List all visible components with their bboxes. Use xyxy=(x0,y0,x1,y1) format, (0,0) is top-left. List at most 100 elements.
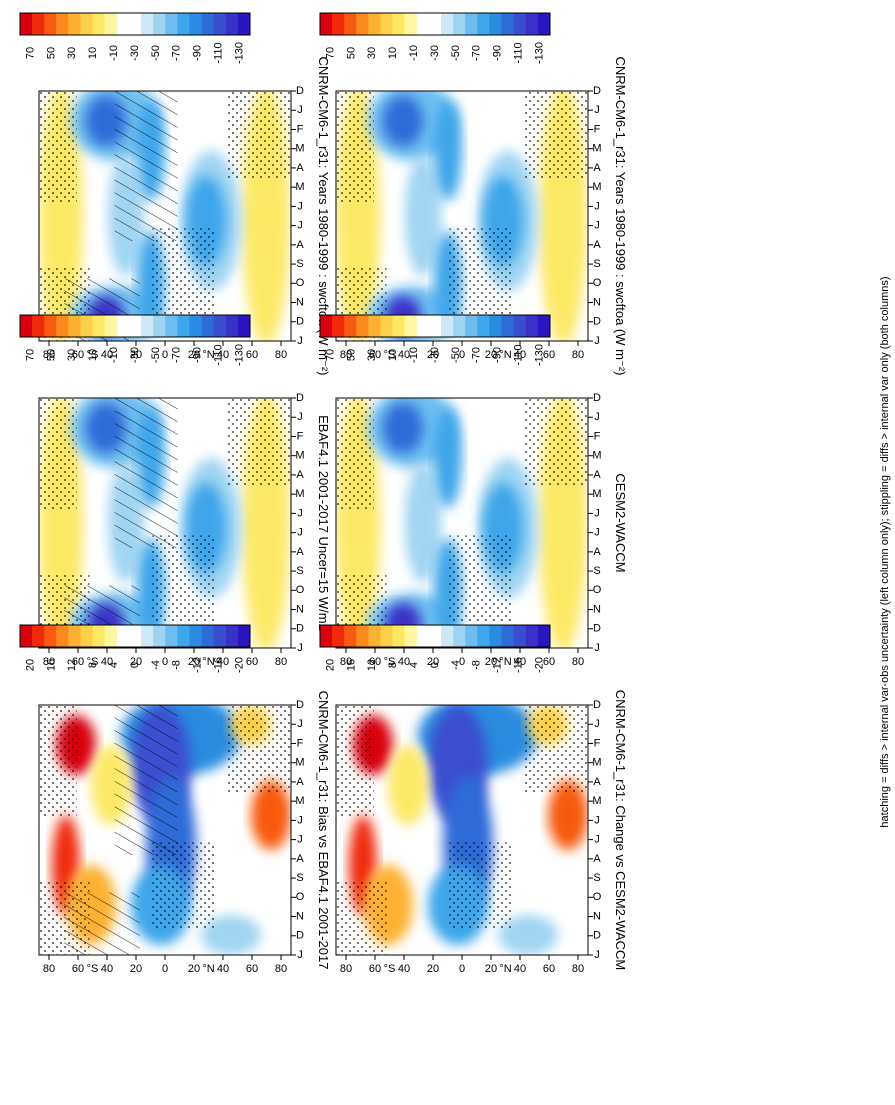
month-tick-label: M xyxy=(295,450,304,462)
month-tick-label: J xyxy=(297,220,303,232)
month-tick-label: N xyxy=(593,296,601,308)
lat-tick-label: 20 xyxy=(427,656,439,668)
colorbar-swatch xyxy=(428,13,442,35)
month-tick-label: J xyxy=(594,220,600,232)
month-tick-label: A xyxy=(593,776,601,788)
field-blob xyxy=(251,780,291,850)
month-tick-label: S xyxy=(593,872,600,884)
lat-tick-label: 40 xyxy=(217,349,229,361)
colorbar-swatch xyxy=(489,625,503,647)
colorbar-swatch xyxy=(165,13,178,35)
colorbar-swatch xyxy=(380,315,394,337)
colorbar-swatch xyxy=(404,13,418,35)
month-tick-label: D xyxy=(593,85,601,97)
lat-tick-label: 20 xyxy=(188,963,200,975)
lat-tick-label: 20 xyxy=(188,349,200,361)
stippling xyxy=(449,535,513,623)
colorbar-swatch xyxy=(237,625,251,647)
colorbar-swatch xyxy=(177,13,190,35)
field-cesm xyxy=(336,398,588,648)
colorbar-swatch xyxy=(153,625,166,647)
month-tick-label: N xyxy=(593,603,601,615)
colorbar-label: -130 xyxy=(533,42,545,64)
colorbar-label: -16 xyxy=(213,657,225,673)
colorbar-swatch xyxy=(537,13,551,35)
lat-unit-n: °N xyxy=(499,656,511,668)
month-tick-label: J xyxy=(297,642,303,654)
colorbar-label: 10 xyxy=(387,47,399,59)
colorbar-label: 20 xyxy=(324,659,336,671)
colorbar-swatch xyxy=(368,13,382,35)
colorbar-swatch xyxy=(44,625,57,647)
colorbar-swatch xyxy=(92,625,106,647)
colorbar-label: -30 xyxy=(429,347,441,363)
month-tick-label: M xyxy=(295,795,304,807)
stippling xyxy=(152,535,216,623)
lat-tick-label: 80 xyxy=(275,349,287,361)
stippling xyxy=(336,705,374,818)
colorbar-swatch xyxy=(453,625,466,647)
colorbar-frame xyxy=(19,624,251,648)
colorbar-label: -8 xyxy=(471,660,483,670)
colorbar-label: -20 xyxy=(533,657,545,673)
colorbar-swatch xyxy=(141,625,154,647)
colorbar-label: -70 xyxy=(171,45,183,61)
colorbar-swatch xyxy=(332,13,345,35)
panel-title: CNRM-CM6-1_r31: Change vs CESM2-WACCM xyxy=(613,690,628,971)
colorbar-swatch xyxy=(416,13,430,35)
colorbar-swatch xyxy=(68,625,82,647)
colorbar-swatch xyxy=(32,315,45,337)
month-tick-label: J xyxy=(297,814,303,826)
lat-tick-label: 40 xyxy=(217,656,229,668)
colorbar-label: 10 xyxy=(87,47,99,59)
colorbar-label: -90 xyxy=(492,347,504,363)
colorbar-label: -70 xyxy=(471,45,483,61)
lat-tick-label: 20 xyxy=(485,349,497,361)
lat-tick-label: 40 xyxy=(398,963,410,975)
colorbar-label: -110 xyxy=(513,344,525,365)
hatching xyxy=(114,398,178,548)
colorbar-swatch xyxy=(104,315,118,337)
lat-tick-label: 40 xyxy=(217,963,229,975)
month-tick-label: F xyxy=(594,123,601,135)
colorbar-swatch xyxy=(428,315,442,337)
colorbar-label: -50 xyxy=(150,347,162,363)
colorbar-swatch xyxy=(165,625,178,647)
colorbar-swatch xyxy=(453,315,466,337)
lat-tick-label: 40 xyxy=(514,656,526,668)
lat-unit-s: °S xyxy=(87,349,99,361)
stippling xyxy=(336,91,374,204)
colorbar-swatch xyxy=(344,625,357,647)
month-tick-label: M xyxy=(295,488,304,500)
field-blob xyxy=(383,403,423,453)
colorbar-label: -130 xyxy=(233,344,245,366)
colorbar-label: -10 xyxy=(108,347,120,363)
month-tick-label: M xyxy=(592,181,601,193)
colorbar-cesm: 70 50 30 10 -10 -30 -50 -70 -90 -110 -130 xyxy=(319,314,551,366)
colorbar-swatch xyxy=(537,315,551,337)
colorbar-obs: 70 50 30 10 -10 -30 -50 -70 -90 -110 -130 xyxy=(19,314,251,366)
colorbar-swatch xyxy=(489,315,503,337)
field-change xyxy=(336,705,588,955)
colorbar-swatch xyxy=(368,315,382,337)
month-tick-label: J xyxy=(297,104,303,116)
lat-tick-label: 60 xyxy=(72,349,84,361)
colorbar-swatch xyxy=(525,315,539,337)
colorbar-swatch xyxy=(177,625,190,647)
colorbar-swatch xyxy=(92,13,106,35)
lat-tick-label: 40 xyxy=(398,349,410,361)
lat-unit-n: °N xyxy=(499,349,511,361)
colorbar-swatch xyxy=(380,625,394,647)
colorbar-label: -130 xyxy=(533,344,545,366)
month-tick-label: A xyxy=(593,469,601,481)
colorbar-swatch xyxy=(80,13,94,35)
colorbar-label: -10 xyxy=(408,45,420,61)
colorbar-swatch xyxy=(513,315,527,337)
colorbar-swatch xyxy=(525,13,539,35)
colorbar-swatch xyxy=(128,315,142,337)
